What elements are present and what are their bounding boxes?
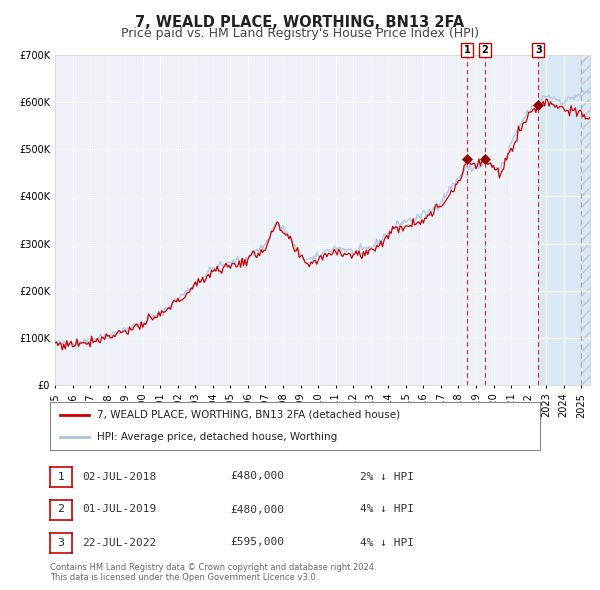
Text: 4% ↓ HPI: 4% ↓ HPI bbox=[360, 504, 414, 514]
Bar bbox=[538, 55, 590, 385]
Text: 01-JUL-2019: 01-JUL-2019 bbox=[82, 504, 156, 514]
Text: 1: 1 bbox=[464, 45, 470, 55]
Text: £595,000: £595,000 bbox=[230, 537, 284, 548]
Text: Price paid vs. HM Land Registry's House Price Index (HPI): Price paid vs. HM Land Registry's House … bbox=[121, 27, 479, 40]
Text: 22-JUL-2022: 22-JUL-2022 bbox=[82, 537, 156, 548]
Text: Contains HM Land Registry data © Crown copyright and database right 2024.
This d: Contains HM Land Registry data © Crown c… bbox=[50, 563, 377, 582]
Text: 7, WEALD PLACE, WORTHING, BN13 2FA (detached house): 7, WEALD PLACE, WORTHING, BN13 2FA (deta… bbox=[97, 410, 400, 420]
Text: 2% ↓ HPI: 2% ↓ HPI bbox=[360, 471, 414, 481]
Text: 1: 1 bbox=[58, 471, 65, 481]
Text: 7, WEALD PLACE, WORTHING, BN13 2FA: 7, WEALD PLACE, WORTHING, BN13 2FA bbox=[136, 15, 464, 30]
Text: 2: 2 bbox=[481, 45, 488, 55]
Text: 02-JUL-2018: 02-JUL-2018 bbox=[82, 471, 156, 481]
Text: 3: 3 bbox=[535, 45, 542, 55]
Bar bbox=[581, 55, 590, 385]
Text: £480,000: £480,000 bbox=[230, 471, 284, 481]
Text: 2: 2 bbox=[58, 504, 65, 514]
Text: 3: 3 bbox=[58, 537, 65, 548]
Text: HPI: Average price, detached house, Worthing: HPI: Average price, detached house, Wort… bbox=[97, 432, 337, 442]
Text: 4% ↓ HPI: 4% ↓ HPI bbox=[360, 537, 414, 548]
Text: £480,000: £480,000 bbox=[230, 504, 284, 514]
